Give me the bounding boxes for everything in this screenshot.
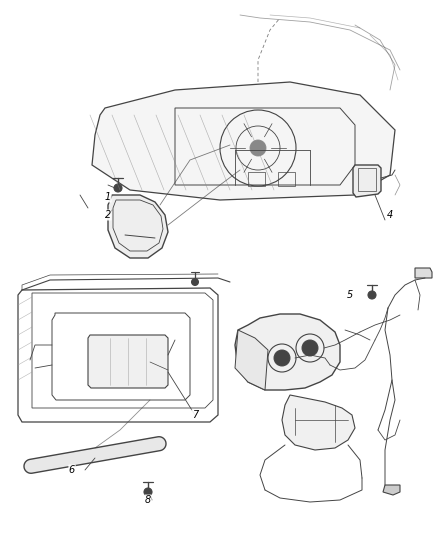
Polygon shape [235,314,340,390]
Polygon shape [88,335,168,388]
Polygon shape [383,485,400,495]
Circle shape [274,350,290,366]
Circle shape [191,279,198,286]
Circle shape [250,140,266,156]
Polygon shape [415,268,432,278]
Polygon shape [282,395,355,450]
Circle shape [368,291,376,299]
Circle shape [302,340,318,356]
Text: 1: 1 [105,192,111,202]
Text: 8: 8 [145,495,151,505]
Polygon shape [235,330,268,390]
Polygon shape [353,165,381,197]
Text: 4: 4 [387,210,393,220]
Circle shape [114,184,122,192]
Polygon shape [24,437,166,473]
Text: 2: 2 [105,210,111,220]
Polygon shape [108,195,168,258]
Text: 5: 5 [347,290,353,300]
Polygon shape [92,82,395,200]
Text: 7: 7 [192,410,198,420]
Text: 6: 6 [69,465,75,475]
Circle shape [144,488,152,496]
